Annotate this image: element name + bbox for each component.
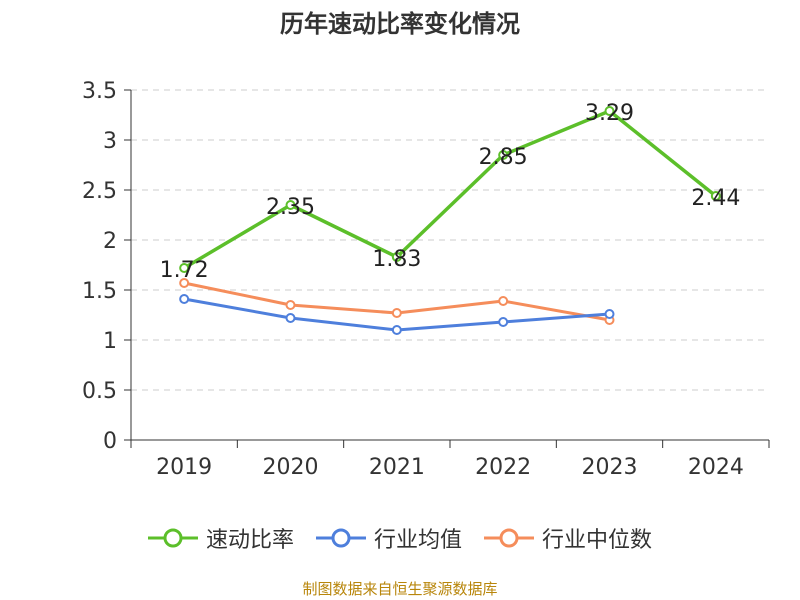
x-tick-label: 2024 [688,455,744,480]
data-label: 2.44 [691,186,740,211]
y-tick-label: 1.5 [82,279,117,304]
legend-marker-industry-avg [315,528,366,548]
data-point-industry-avg[interactable] [498,317,509,327]
y-tick-label: 2 [103,229,117,254]
y-tick-label: 0.5 [82,379,117,404]
axes: 0 0.5 1 1.5 2 2.5 3 3.5 2019 2020 2021 2022 2023 2024 [82,79,770,480]
y-tick-label: 2.5 [82,179,117,204]
y-tick-label: 1 [103,329,117,354]
data-point-quick-ratio[interactable] [710,191,721,201]
data-point-industry-avg[interactable] [179,294,190,304]
data-point-quick-ratio[interactable] [391,252,402,262]
series-line-quick-ratio [183,109,717,270]
legend-marker-quick-ratio [147,528,198,548]
legend-label-industry-avg: 行业均值 [373,528,462,553]
data-point-industry-median[interactable] [285,300,296,310]
y-tick-label: 3.5 [82,79,117,104]
data-point-industry-avg[interactable] [285,313,296,323]
grid-lines [131,89,769,391]
data-point-quick-ratio[interactable] [498,150,509,160]
chart-title: 历年速动比率变化情况 [280,10,520,38]
legend: 速动比率 行业均值 行业中位数 [0,522,800,554]
data-label: 2.35 [266,195,315,220]
data-point-quick-ratio[interactable] [285,200,296,210]
x-tick-label: 2021 [369,455,425,480]
x-tick-label: 2019 [156,455,212,480]
data-point-industry-median[interactable] [391,308,402,318]
legend-label-quick-ratio: 速动比率 [205,528,294,553]
x-tick-label: 2022 [475,455,531,480]
legend-marker-industry-median [484,528,534,548]
y-tick-label: 3 [103,129,117,154]
y-tick-label: 0 [103,429,117,454]
data-point-quick-ratio[interactable] [604,106,615,116]
data-label: 2.85 [479,145,528,170]
x-tick-label: 2020 [263,455,319,480]
legend-item-industry-median[interactable]: 行业中位数 [484,522,652,554]
legend-label-industry-median: 行业中位数 [542,528,653,553]
legend-item-quick-ratio[interactable]: 速动比率 [147,522,294,554]
data-labels: 1.72 2.35 1.83 2.85 3.29 2.44 [160,101,741,283]
data-label: 1.83 [372,247,421,272]
data-point-industry-median[interactable] [498,296,509,306]
data-label: 1.72 [160,258,209,283]
data-point-industry-avg[interactable] [604,309,615,319]
data-point-industry-median[interactable] [179,278,190,288]
data-label: 3.29 [585,101,634,126]
data-source-note: 制图数据来自恒生聚源数据库 [302,580,498,598]
series-lines [179,106,721,335]
legend-item-industry-avg[interactable]: 行业均值 [315,522,462,554]
data-point-quick-ratio[interactable] [179,263,190,273]
x-tick-label: 2023 [582,455,638,480]
data-point-industry-avg[interactable] [391,325,402,335]
